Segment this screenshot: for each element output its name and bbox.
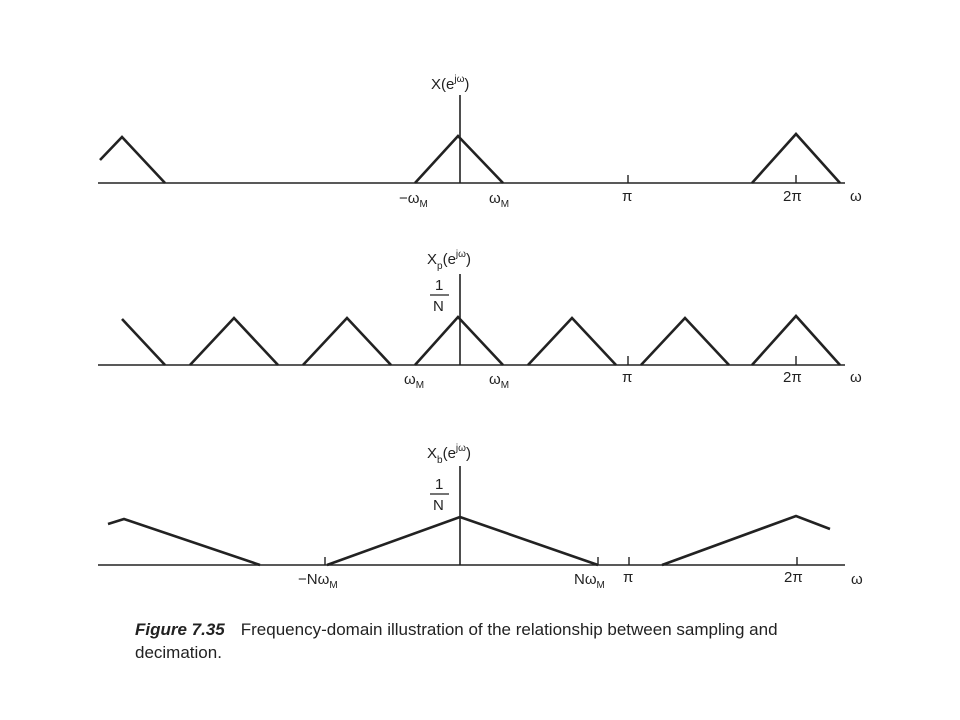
caption-text: Frequency-domain illustration of the rel… [135, 620, 778, 662]
figure-caption: Figure 7.35 Frequency-domain illustration… [135, 618, 835, 664]
spectrum-triangle-center [414, 315, 504, 366]
spectrum-title: X(ejω) [431, 74, 469, 93]
tick-label-two-pi: 2π [783, 369, 802, 386]
tick-label-two-pi: 2π [784, 569, 803, 586]
tick-label-pi: π [622, 369, 632, 386]
spectrum-triangle-3 [302, 316, 392, 366]
amplitude-numerator: 1 [435, 476, 443, 493]
tick-label-omega-m: ωM [489, 190, 509, 210]
spectrum-triangle-left [99, 135, 166, 184]
spectrum-triangle-left [107, 517, 261, 567]
spectrum-triangle-right [661, 514, 831, 567]
amplitude-numerator: 1 [435, 277, 443, 294]
tick-label-n-omega-m: NωM [574, 571, 605, 591]
spectrum-triangle-right [751, 132, 841, 184]
spectrum-triangle-center [326, 515, 599, 567]
spectrum-triangle-2 [189, 316, 279, 366]
spectrum-triangle-6 [640, 316, 730, 366]
axis-label-omega: ω [851, 571, 863, 588]
tick-label-pi: π [623, 569, 633, 586]
tick-label-omega-m-right: ωM [489, 371, 509, 391]
tick-label-pi: π [622, 188, 632, 205]
spectrum-triangle-5 [527, 316, 617, 366]
tick-label-omega-m-left: ωM [404, 371, 424, 391]
tick-label-neg-n-omega-m: −NωM [298, 571, 338, 591]
figure-number: Figure 7.35 [135, 620, 225, 639]
axis-label-omega: ω [850, 188, 862, 205]
amplitude-denominator: N [433, 298, 444, 315]
spectrum-triangle-7 [751, 314, 841, 366]
panel-xp-spectrum: Xp(ejω) 1 N ωM ωM π 2π ω [98, 249, 862, 391]
axis-label-omega: ω [850, 369, 862, 386]
spectrum-triangle-center [414, 134, 504, 184]
spectrum-title: Xb(ejω) [427, 443, 471, 466]
panel-xb-spectrum: Xb(ejω) 1 N −NωM NωM π 2π ω [98, 443, 863, 591]
tick-label-neg-omega-m: −ωM [399, 190, 428, 210]
spectrum-triangle-1 [121, 318, 166, 366]
spectrum-title: Xp(ejω) [427, 249, 471, 272]
amplitude-denominator: N [433, 497, 444, 514]
tick-label-two-pi: 2π [783, 188, 802, 205]
panel-x-spectrum: X(ejω) −ωM ωM π 2π ω [98, 74, 862, 210]
